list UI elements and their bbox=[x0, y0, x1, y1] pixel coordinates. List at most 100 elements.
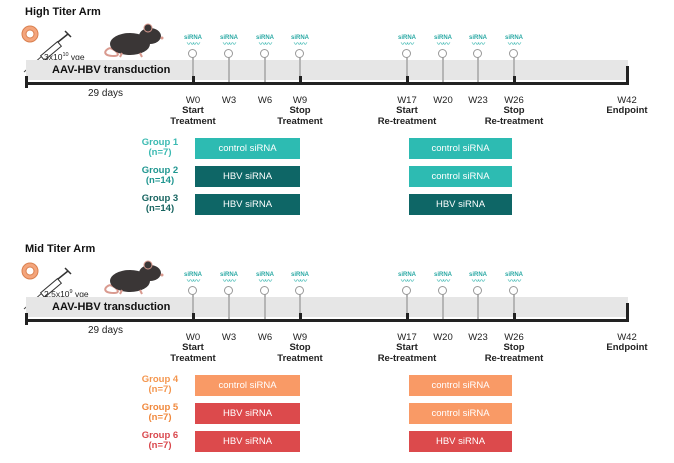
sirna-icon: siRNA 〰〰 bbox=[217, 35, 241, 48]
week-label: W23 bbox=[468, 95, 488, 106]
phase-label-line: Start bbox=[182, 105, 204, 116]
week-tick bbox=[626, 303, 629, 322]
sirna-label: siRNA bbox=[433, 272, 452, 278]
rna-wave-icon: 〰〰 bbox=[472, 278, 485, 285]
dose-unit: vge bbox=[72, 289, 89, 299]
week-label: W42 bbox=[617, 95, 637, 106]
sirna-dose-pin bbox=[188, 286, 197, 295]
group-label: Group 5 (n=7) bbox=[125, 403, 195, 423]
sirna-icon: siRNA 〰〰 bbox=[288, 35, 312, 48]
rna-wave-icon: 〰〰 bbox=[437, 41, 450, 48]
sirna-dose-stem bbox=[406, 54, 408, 82]
sirna-dose-stem bbox=[442, 291, 444, 319]
sirna-dose-stem bbox=[228, 54, 230, 82]
week-label: W42 bbox=[617, 332, 637, 343]
phase-label: Start Re-treatment bbox=[362, 342, 452, 364]
sirna-dose-pin bbox=[509, 286, 518, 295]
sirna-dose-stem bbox=[299, 291, 301, 319]
sirna-dose-pin bbox=[473, 49, 482, 58]
sirna-label: siRNA bbox=[219, 272, 238, 278]
group-name: Group 1 bbox=[141, 137, 179, 148]
group-label: Group 4 (n=7) bbox=[125, 375, 195, 395]
week-label: W6 bbox=[257, 332, 273, 343]
rna-wave-icon: 〰〰 bbox=[259, 278, 272, 285]
treatment-box: HBV siRNA bbox=[195, 403, 300, 424]
sirna-dose-pin bbox=[224, 286, 233, 295]
week-tick bbox=[513, 313, 516, 322]
mouse-icon bbox=[100, 257, 170, 297]
sirna-label: siRNA bbox=[504, 35, 523, 41]
sirna-icon: siRNA 〰〰 bbox=[502, 35, 526, 48]
sirna-icon: siRNA 〰〰 bbox=[395, 272, 419, 285]
phase-label-line: Stop bbox=[289, 105, 311, 116]
sirna-label: siRNA bbox=[219, 35, 238, 41]
week-label: W9 bbox=[292, 95, 308, 106]
sirna-label: siRNA bbox=[468, 272, 487, 278]
phase-label: Stop Re-treatment bbox=[469, 342, 559, 364]
phase-label: Endpoint bbox=[582, 105, 672, 116]
week-label: W17 bbox=[397, 95, 417, 106]
phase-label-line: Treatment bbox=[277, 116, 323, 127]
sirna-label: siRNA bbox=[183, 272, 202, 278]
sirna-icon: siRNA 〰〰 bbox=[181, 35, 205, 48]
phase-label-line: Start bbox=[396, 105, 418, 116]
sirna-icon: siRNA 〰〰 bbox=[253, 272, 277, 285]
mouse-icon bbox=[100, 20, 170, 60]
group-size: (n=14) bbox=[145, 175, 175, 186]
sirna-dose-stem bbox=[264, 291, 266, 319]
rna-wave-icon: 〰〰 bbox=[187, 41, 200, 48]
phase-label: Start Treatment bbox=[148, 342, 238, 364]
phase-label: Stop Treatment bbox=[255, 105, 345, 127]
group-size: (n=14) bbox=[145, 203, 175, 214]
phase-label-line: Start bbox=[182, 342, 204, 353]
sirna-dose-pin bbox=[509, 49, 518, 58]
week-tick bbox=[626, 66, 629, 85]
sirna-icon: siRNA 〰〰 bbox=[502, 272, 526, 285]
dose-exponent: 9 bbox=[69, 289, 73, 296]
sirna-dose-stem bbox=[192, 291, 194, 319]
sirna-dose-pin bbox=[402, 49, 411, 58]
dose-unit: vge bbox=[68, 52, 85, 62]
group-name: Group 5 bbox=[141, 402, 179, 413]
week-label: W20 bbox=[433, 332, 453, 343]
sirna-label: siRNA bbox=[290, 35, 309, 41]
week-label: W0 bbox=[185, 332, 201, 343]
sirna-icon: siRNA 〰〰 bbox=[288, 272, 312, 285]
timeline-start-tick bbox=[25, 313, 28, 325]
dose-exponent: 10 bbox=[62, 52, 69, 59]
group-size: (n=7) bbox=[148, 412, 172, 423]
week-label: W17 bbox=[397, 332, 417, 343]
phase-label: Stop Re-treatment bbox=[469, 105, 559, 127]
sirna-dose-pin bbox=[473, 286, 482, 295]
week-tick bbox=[406, 313, 409, 322]
week-label: W3 bbox=[221, 95, 237, 106]
timeline-axis bbox=[25, 319, 629, 322]
phase-label-line: Stop bbox=[289, 342, 311, 353]
sirna-dose-stem bbox=[477, 54, 479, 82]
rna-wave-icon: 〰〰 bbox=[401, 278, 414, 285]
sirna-dose-pin bbox=[402, 286, 411, 295]
week-label: W26 bbox=[504, 332, 524, 343]
week-label: W0 bbox=[185, 95, 201, 106]
group-size: (n=7) bbox=[148, 440, 172, 451]
sirna-label: siRNA bbox=[397, 35, 416, 41]
phase-label-line: Endpoint bbox=[606, 342, 648, 353]
phase-label-line: Endpoint bbox=[606, 105, 648, 116]
sirna-label: siRNA bbox=[397, 272, 416, 278]
phase-label-line: Treatment bbox=[170, 116, 216, 127]
week-tick bbox=[192, 76, 195, 85]
sirna-label: siRNA bbox=[255, 35, 274, 41]
phase-label-line: Re-treatment bbox=[484, 116, 544, 127]
group-name: Group 3 bbox=[141, 193, 179, 204]
week-tick bbox=[406, 76, 409, 85]
group-name: Group 2 bbox=[141, 165, 179, 176]
arm-title: Mid Titer Arm bbox=[25, 243, 96, 255]
arm-title: High Titer Arm bbox=[25, 6, 101, 18]
sirna-label: siRNA bbox=[290, 272, 309, 278]
week-tick bbox=[299, 313, 302, 322]
retreatment-box: control siRNA bbox=[409, 375, 512, 396]
week-label: W3 bbox=[221, 332, 237, 343]
sirna-dose-pin bbox=[438, 49, 447, 58]
timeline-start-tick bbox=[25, 76, 28, 88]
sirna-icon: siRNA 〰〰 bbox=[253, 35, 277, 48]
